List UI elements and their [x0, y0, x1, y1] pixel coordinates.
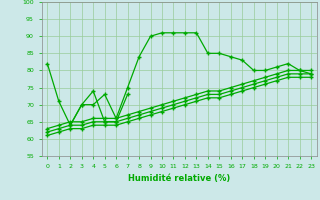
- X-axis label: Humidité relative (%): Humidité relative (%): [128, 174, 230, 183]
